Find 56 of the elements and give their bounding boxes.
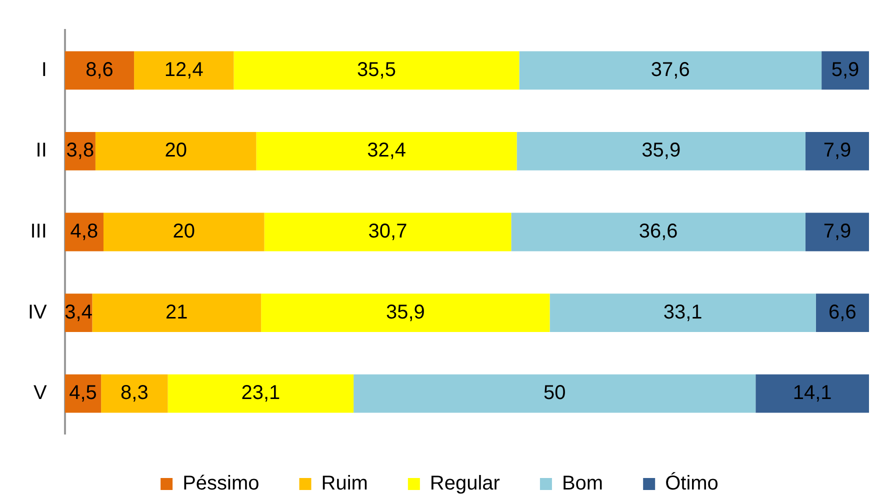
- data-label: 50: [543, 382, 566, 404]
- data-label: 8,3: [120, 382, 148, 404]
- bar: [550, 294, 816, 332]
- data-label: 33,1: [663, 301, 702, 324]
- bar: [805, 212, 869, 252]
- bar: [816, 294, 869, 332]
- bar: [519, 51, 822, 90]
- bar: [261, 294, 550, 332]
- data-label: 4,5: [69, 382, 97, 404]
- bar: [234, 51, 520, 90]
- y-tick-label: IV: [28, 301, 48, 324]
- bar: [516, 132, 806, 170]
- y-tick-label: III: [30, 220, 47, 243]
- legend-label: Regular: [430, 472, 500, 495]
- y-tick-label: V: [34, 382, 48, 404]
- legend-label: Ruim: [321, 472, 368, 495]
- bar: [92, 294, 262, 332]
- bar: [64, 51, 134, 90]
- legend-label: Bom: [562, 472, 604, 495]
- bar: [822, 51, 869, 90]
- data-label: 20: [172, 220, 196, 243]
- legend-label: Péssimo: [182, 472, 260, 495]
- data-label: 8,6: [86, 58, 114, 81]
- data-label: 7,9: [823, 140, 852, 162]
- bar: [103, 212, 264, 252]
- bar: [756, 374, 869, 413]
- data-label: 6,6: [828, 301, 856, 324]
- bar: [354, 374, 756, 413]
- data-label: 36,6: [638, 220, 678, 243]
- data-label: 37,6: [650, 58, 690, 81]
- data-label: 14,1: [792, 382, 832, 404]
- data-label: 35,9: [386, 301, 425, 324]
- data-label: 3,8: [66, 140, 94, 162]
- data-label: 32,4: [367, 140, 406, 162]
- bar: [256, 132, 517, 170]
- bar: [95, 132, 256, 170]
- bar: [168, 374, 354, 413]
- data-label: 30,7: [368, 220, 408, 243]
- data-label: 5,9: [831, 58, 860, 81]
- y-tick-label: I: [41, 58, 47, 81]
- data-label: 35,9: [642, 140, 681, 162]
- data-label: 7,9: [823, 220, 852, 243]
- data-label: 3,4: [64, 301, 92, 324]
- data-label: 20: [164, 140, 187, 162]
- y-tick-label: II: [36, 140, 47, 162]
- bar: [101, 374, 168, 413]
- data-label: 4,8: [70, 220, 98, 243]
- data-label: 12,4: [164, 58, 204, 81]
- legend-label: Ótimo: [665, 472, 718, 495]
- data-label: 35,5: [357, 58, 396, 81]
- bar: [264, 212, 512, 252]
- bar: [134, 51, 234, 90]
- data-label: 23,1: [241, 382, 280, 404]
- bar: [805, 132, 869, 170]
- bar: [511, 212, 806, 252]
- data-label: 21: [166, 301, 188, 324]
